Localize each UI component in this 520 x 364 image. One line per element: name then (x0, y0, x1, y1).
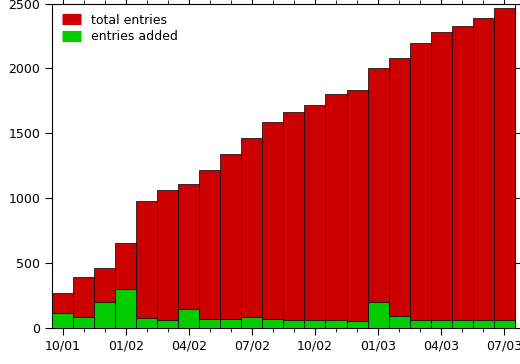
Bar (283, 112, 304, 328)
Bar (494, 8, 515, 328)
Bar (241, 317, 263, 328)
Bar (410, 43, 431, 328)
Bar (199, 170, 220, 328)
Bar (283, 320, 304, 328)
Bar (199, 318, 220, 328)
Bar (52, 313, 73, 328)
Bar (263, 319, 283, 328)
Bar (136, 201, 157, 328)
Bar (94, 302, 115, 328)
Bar (388, 58, 410, 328)
Bar (157, 320, 178, 328)
Bar (494, 320, 515, 328)
Bar (346, 321, 368, 328)
Bar (136, 318, 157, 328)
Bar (368, 68, 388, 328)
Bar (52, 293, 73, 328)
Bar (473, 320, 494, 328)
Bar (304, 320, 326, 328)
Bar (326, 320, 346, 328)
Bar (452, 320, 473, 328)
Bar (326, 94, 346, 328)
Bar (304, 105, 326, 328)
Bar (431, 32, 452, 328)
Bar (263, 122, 283, 328)
Bar (452, 26, 473, 328)
Bar (94, 268, 115, 328)
Bar (220, 319, 241, 328)
Legend: total entries, entries added: total entries, entries added (58, 10, 181, 47)
Bar (241, 138, 263, 328)
Bar (157, 190, 178, 328)
Bar (115, 289, 136, 328)
Bar (115, 244, 136, 328)
Bar (178, 184, 199, 328)
Bar (178, 309, 199, 328)
Bar (346, 91, 368, 328)
Bar (73, 317, 94, 328)
Bar (220, 154, 241, 328)
Bar (388, 316, 410, 328)
Bar (410, 320, 431, 328)
Bar (368, 302, 388, 328)
Bar (73, 277, 94, 328)
Bar (431, 320, 452, 328)
Bar (473, 18, 494, 328)
